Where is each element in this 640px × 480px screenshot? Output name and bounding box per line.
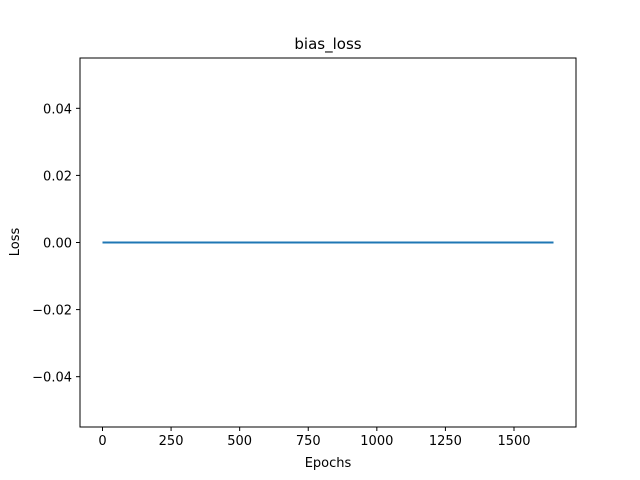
x-tick-label: 750 (296, 434, 321, 449)
y-axis-ticks: −0.04 −0.02 0.00 0.02 0.04 (32, 102, 80, 386)
y-axis-label: Loss (8, 228, 23, 257)
y-tick-label: 0.00 (43, 237, 72, 252)
plot-frame (79, 57, 577, 428)
x-tick-label: 0 (98, 434, 106, 449)
y-tick-label: −0.04 (32, 371, 72, 386)
x-tick-label: 1500 (497, 434, 530, 449)
x-tick-label: 500 (227, 434, 252, 449)
y-tick-label: −0.02 (32, 304, 72, 319)
x-tick-label: 1250 (429, 434, 462, 449)
chart-title: bias_loss (294, 35, 361, 54)
x-tick-label: 250 (159, 434, 184, 449)
x-axis-ticks: 0 250 500 750 1000 1250 1500 (98, 427, 531, 449)
x-axis-label: Epochs (305, 456, 352, 471)
y-tick-label: 0.02 (43, 169, 72, 184)
y-tick-label: 0.04 (43, 102, 72, 117)
x-tick-label: 1000 (360, 434, 393, 449)
